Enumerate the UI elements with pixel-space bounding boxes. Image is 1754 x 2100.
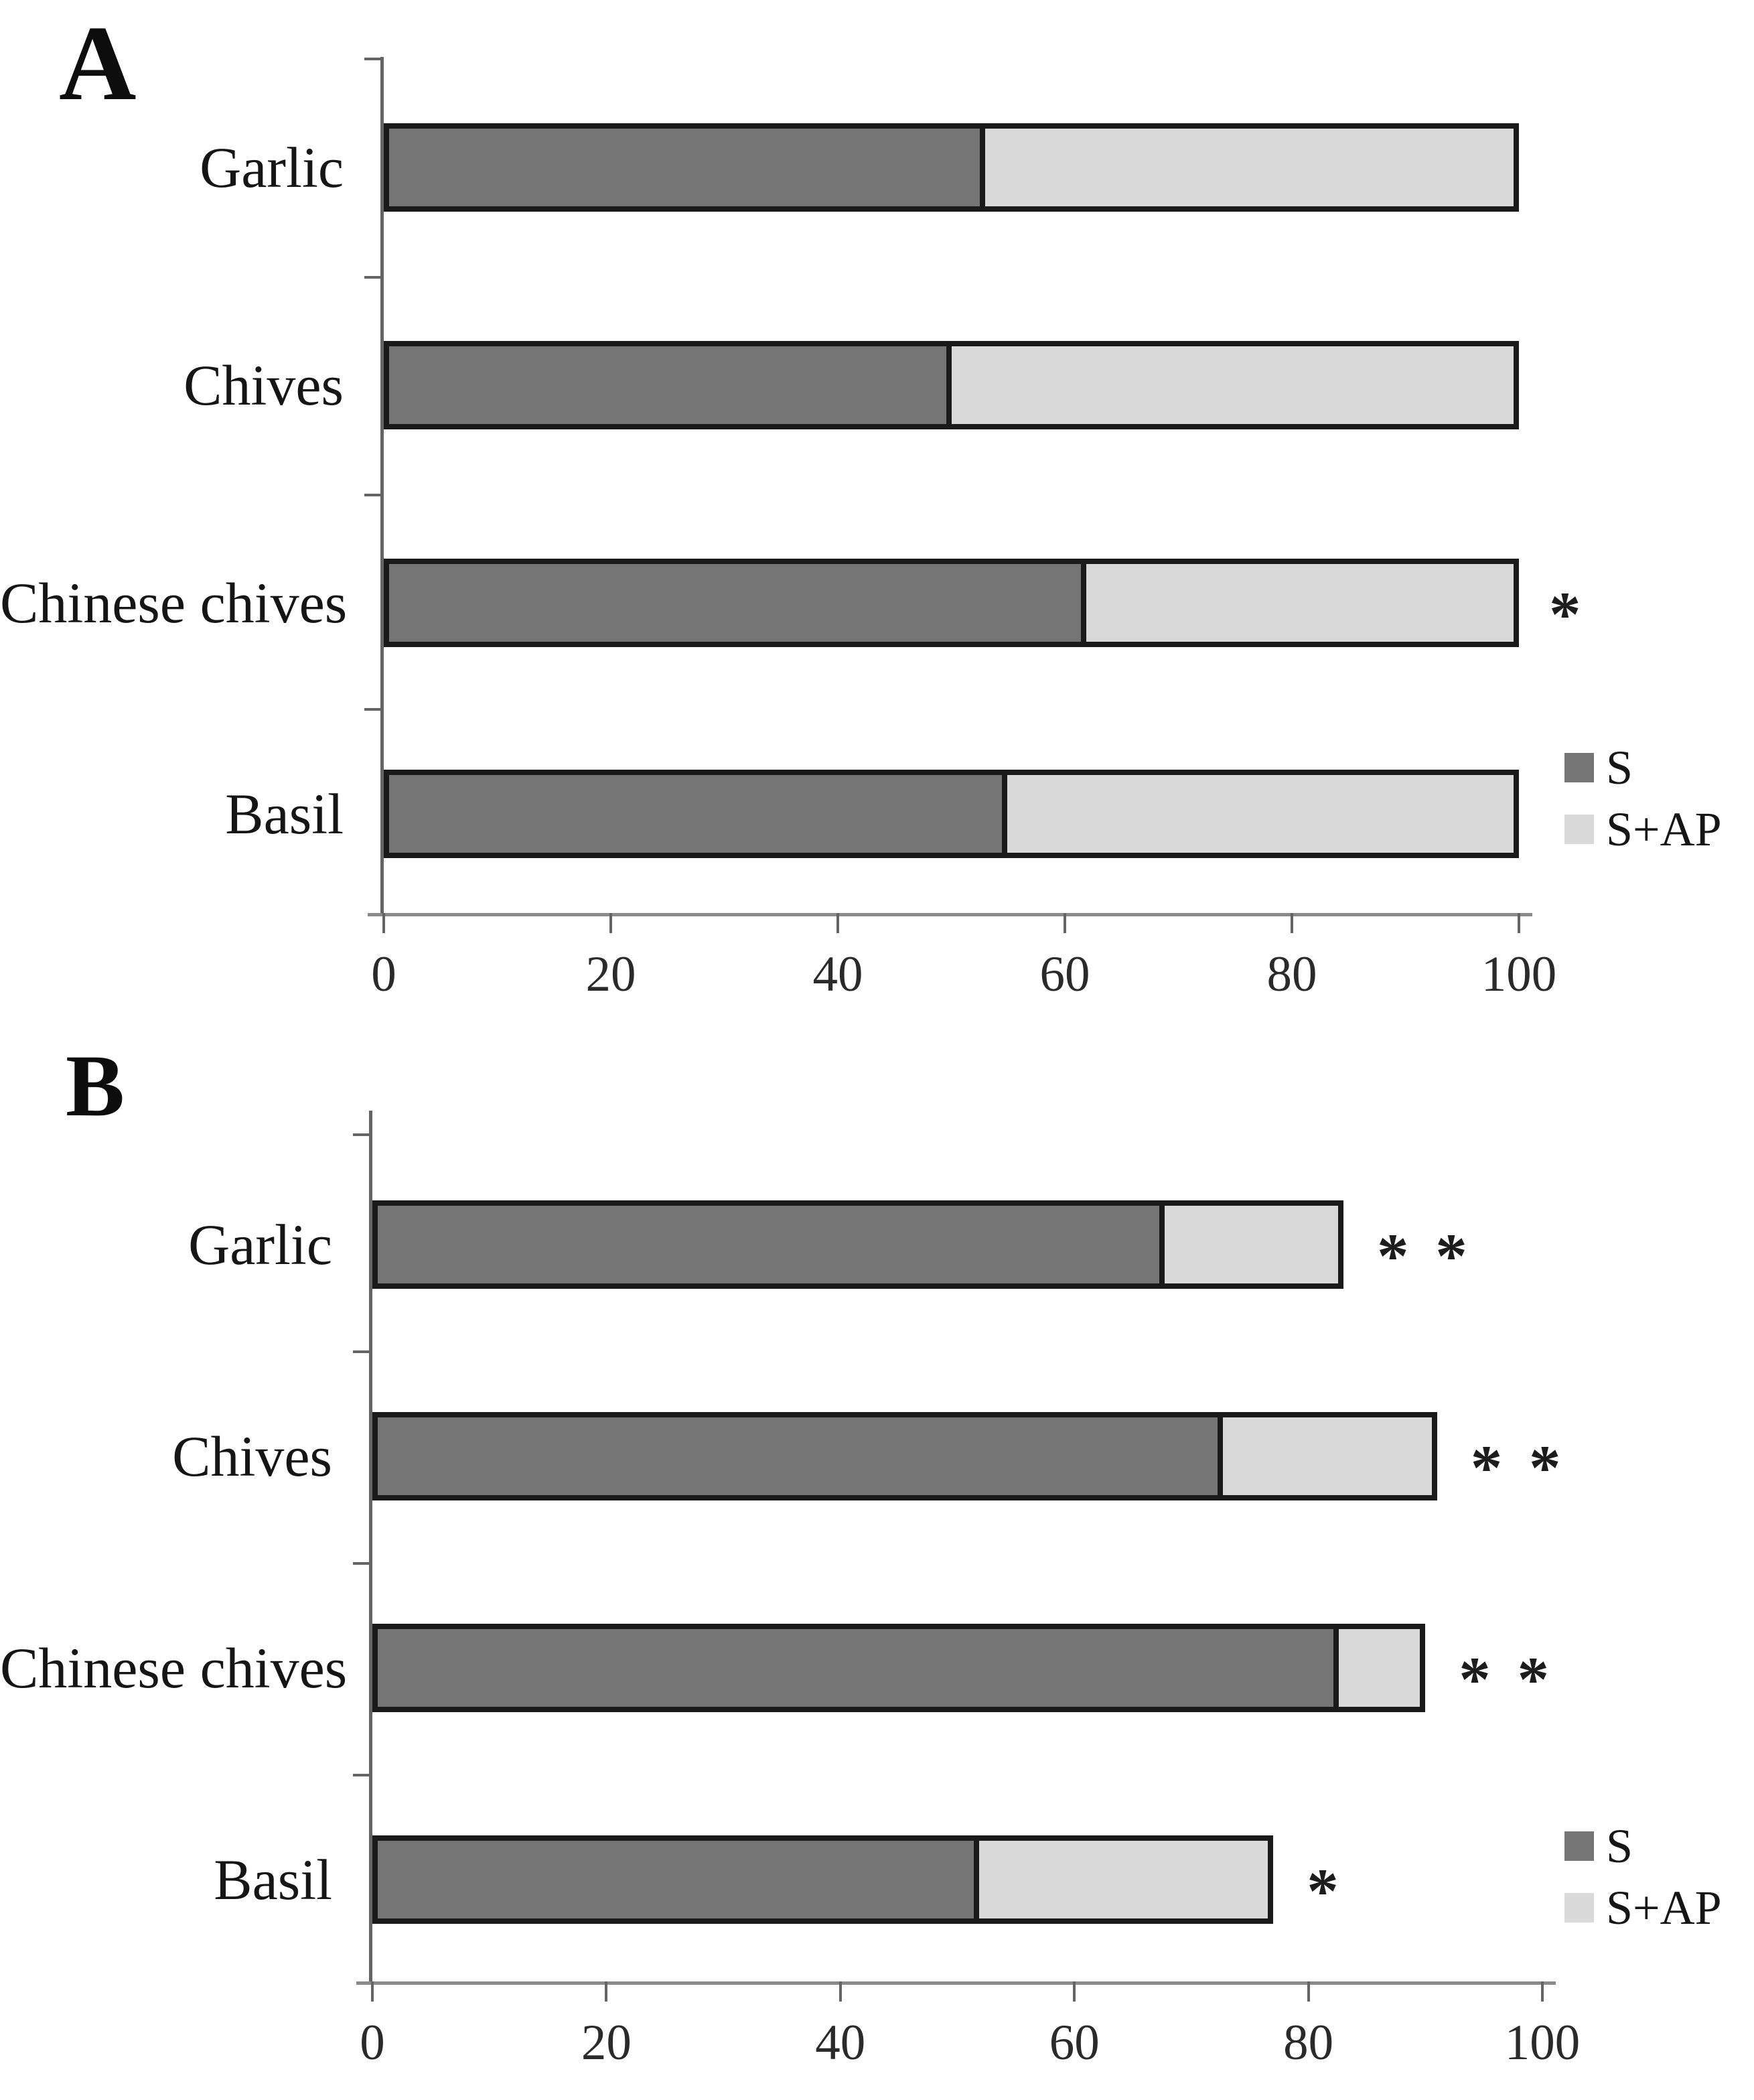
bar-segment-b-chives-s xyxy=(378,1417,1224,1495)
panel-a-letter: A xyxy=(59,3,137,123)
x-axis-label-b-60: 60 xyxy=(1049,2015,1100,2071)
x-axis-label-b-20: 20 xyxy=(581,2015,632,2071)
significance-marker-b-basil: * xyxy=(1307,1856,1344,1927)
x-axis-label-a-0: 0 xyxy=(371,947,396,1002)
legend-swatch-s xyxy=(1564,753,1594,782)
significance-marker-a-chinese-chives: * xyxy=(1549,579,1587,650)
x-axis-tick-a-20 xyxy=(609,913,612,933)
x-axis-tick-b-60 xyxy=(1073,1981,1076,2002)
x-axis-label-a-100: 100 xyxy=(1481,947,1557,1002)
legend-label-s: S xyxy=(1606,741,1633,794)
category-label-a-chives: Chives xyxy=(184,353,344,417)
legend-swatch-s-ap xyxy=(1564,1893,1594,1922)
panel-b-letter: B xyxy=(66,1036,125,1135)
legend-label-s: S xyxy=(1606,1819,1633,1873)
legend-label-s-ap: S+AP xyxy=(1606,802,1722,856)
panel-a-legend: S S+AP xyxy=(1564,742,1722,876)
x-axis-line-b xyxy=(356,1981,1556,1985)
x-axis-label-b-40: 40 xyxy=(815,2015,866,2071)
bar-b-garlic xyxy=(372,1200,1343,1289)
bar-segment-a-basil-s xyxy=(389,775,1008,853)
x-axis-tick-b-0 xyxy=(371,1981,374,2002)
category-label-b-chinese-chives: Chinese chives xyxy=(0,1636,348,1700)
bar-segment-b-basil-s xyxy=(378,1841,979,1918)
panel-b-legend: S S+AP xyxy=(1564,1821,1722,1955)
x-axis-label-b-0: 0 xyxy=(360,2015,385,2071)
bar-a-chives xyxy=(384,341,1519,429)
category-label-b-garlic: Garlic xyxy=(188,1212,332,1277)
y-axis-tick-b-3 xyxy=(353,1774,370,1776)
x-axis-line-a xyxy=(368,913,1532,916)
x-axis-tick-b-80 xyxy=(1307,1981,1310,2002)
bar-segment-b-garlic-s xyxy=(378,1206,1165,1283)
legend-swatch-s-ap xyxy=(1564,815,1594,844)
significance-marker-b-chives: * * xyxy=(1470,1432,1566,1503)
bar-segment-a-garlic-s xyxy=(389,129,985,206)
x-axis-tick-a-60 xyxy=(1064,913,1066,933)
bar-segment-b-chinese-chives-s xyxy=(378,1629,1339,1707)
x-axis-label-b-80: 80 xyxy=(1283,2015,1334,2071)
bar-b-basil xyxy=(372,1835,1274,1924)
legend-label-s-ap: S+AP xyxy=(1606,1881,1722,1935)
significance-marker-b-chinese-chives: * * xyxy=(1459,1644,1555,1715)
bar-segment-a-chinese-chives-s xyxy=(389,564,1086,642)
bar-a-chinese-chives xyxy=(384,559,1519,647)
y-axis-tick-a-2 xyxy=(364,494,382,496)
y-axis-tick-b-0 xyxy=(353,1133,370,1136)
category-label-b-chives: Chives xyxy=(172,1424,332,1488)
bar-a-basil xyxy=(384,770,1519,858)
legend-item-s-ap: S+AP xyxy=(1564,1882,1722,1933)
x-axis-label-a-80: 80 xyxy=(1266,947,1317,1002)
y-axis-tick-a-0 xyxy=(364,58,382,60)
x-axis-tick-b-40 xyxy=(838,1981,842,2002)
legend-item-s: S xyxy=(1564,742,1722,793)
x-axis-tick-a-0 xyxy=(382,913,385,933)
x-axis-label-a-60: 60 xyxy=(1039,947,1090,1002)
y-axis-line-b xyxy=(369,1111,372,1985)
x-axis-tick-b-100 xyxy=(1541,1981,1544,2002)
x-axis-label-a-40: 40 xyxy=(812,947,863,1002)
bar-b-chinese-chives xyxy=(372,1624,1426,1712)
bar-segment-a-chives-s xyxy=(389,346,952,424)
legend-swatch-s xyxy=(1564,1831,1594,1861)
bar-b-chives xyxy=(372,1412,1437,1500)
legend-item-s: S xyxy=(1564,1821,1722,1872)
x-axis-tick-a-80 xyxy=(1291,913,1293,933)
y-axis-line-a xyxy=(380,57,384,916)
x-axis-tick-b-20 xyxy=(605,1981,608,2002)
y-axis-tick-b-2 xyxy=(353,1562,370,1565)
category-label-a-chinese-chives: Chinese chives xyxy=(0,571,348,635)
y-axis-tick-a-3 xyxy=(364,708,382,711)
x-axis-tick-a-100 xyxy=(1518,913,1520,933)
bar-a-garlic xyxy=(384,123,1519,212)
x-axis-label-b-100: 100 xyxy=(1504,2015,1581,2071)
category-label-b-basil: Basil xyxy=(214,1847,332,1912)
category-label-a-garlic: Garlic xyxy=(200,135,344,200)
legend-item-s-ap: S+AP xyxy=(1564,804,1722,855)
x-axis-tick-a-40 xyxy=(836,913,839,933)
y-axis-tick-b-1 xyxy=(353,1350,370,1353)
category-label-a-basil: Basil xyxy=(225,782,344,846)
significance-marker-b-garlic: * * xyxy=(1377,1220,1473,1291)
y-axis-tick-a-1 xyxy=(364,276,382,279)
x-axis-label-a-20: 20 xyxy=(585,947,636,1002)
